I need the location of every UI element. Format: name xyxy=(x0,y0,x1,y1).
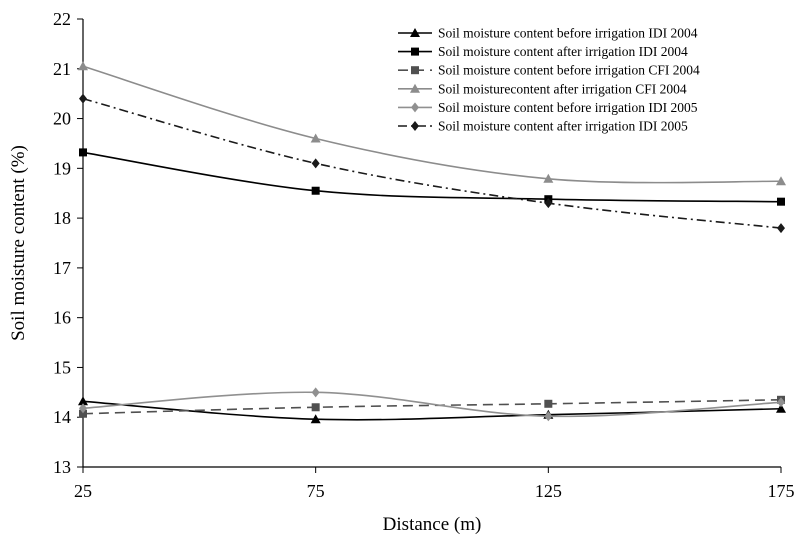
data-point xyxy=(311,387,320,398)
legend-label: Soil moisture content before irrigation … xyxy=(438,100,698,115)
data-point xyxy=(544,399,553,408)
legend-item: Soil moisture content after irrigation I… xyxy=(398,44,688,59)
x-tick-label: 175 xyxy=(768,481,795,501)
series-line xyxy=(82,65,782,184)
series-line xyxy=(82,151,782,203)
data-point xyxy=(78,61,88,71)
legend-label: Soil moisturecontent after irrigation CF… xyxy=(438,81,687,96)
data-point xyxy=(777,223,785,234)
data-point xyxy=(543,173,554,183)
legend-item: Soil moisture content after irrigation I… xyxy=(398,119,688,134)
data-point xyxy=(79,403,87,414)
y-tick-label: 16 xyxy=(53,308,71,328)
data-point xyxy=(310,133,321,143)
data-point xyxy=(79,409,87,418)
series-1 xyxy=(78,396,786,424)
data-point xyxy=(310,414,321,424)
data-point xyxy=(544,411,553,422)
data-point xyxy=(311,158,320,169)
series-line xyxy=(82,399,782,415)
legend-swatch-marker xyxy=(411,121,419,131)
data-point xyxy=(776,403,786,413)
x-axis-title: Distance (m) xyxy=(383,514,482,535)
y-tick-label: 14 xyxy=(53,407,71,427)
series-line xyxy=(82,97,782,229)
data-point xyxy=(777,397,785,408)
y-tick-label: 19 xyxy=(53,158,71,178)
data-point xyxy=(78,396,88,406)
legend-item: Soil moisture content before irrigation … xyxy=(398,26,698,41)
legend-swatch-marker xyxy=(410,28,420,37)
legend-label: Soil moisture content after irrigation I… xyxy=(438,44,688,59)
data-point xyxy=(776,176,786,186)
series-2 xyxy=(79,148,785,206)
series-5 xyxy=(79,387,785,422)
x-tick-label: 125 xyxy=(535,481,562,501)
data-point xyxy=(79,93,87,104)
series-line xyxy=(82,391,782,418)
legend-swatch-marker xyxy=(411,102,419,113)
series-6 xyxy=(79,93,785,234)
data-point xyxy=(311,186,320,195)
y-axis-title: Soil moisture content (%) xyxy=(8,145,29,341)
legend-label: Soil moisture content after irrigation I… xyxy=(438,119,688,134)
legend-item: Soil moisture content before irrigation … xyxy=(398,100,698,115)
x-tick-label: 75 xyxy=(307,481,325,501)
legend-swatch-marker xyxy=(411,47,419,56)
legend-swatch-marker xyxy=(411,66,419,75)
legend: Soil moisture content before irrigation … xyxy=(398,26,700,134)
series-layer xyxy=(78,61,786,424)
y-tick-label: 13 xyxy=(53,457,71,477)
data-point xyxy=(311,403,320,412)
legend-label: Soil moisture content before irrigation … xyxy=(438,26,698,41)
data-point xyxy=(79,148,87,157)
y-tick-label: 18 xyxy=(53,208,71,228)
y-tick-label: 17 xyxy=(53,258,71,278)
data-point xyxy=(777,197,785,206)
legend-swatch-marker xyxy=(410,83,420,93)
legend-item: Soil moisture content before irrigation … xyxy=(398,63,700,78)
y-tick-label: 15 xyxy=(53,357,71,377)
y-tick-label: 20 xyxy=(53,109,71,129)
data-point xyxy=(544,198,553,209)
legend-item: Soil moisturecontent after irrigation CF… xyxy=(398,81,687,96)
y-tick-label: 21 xyxy=(53,59,71,79)
legend-label: Soil moisture content before irrigation … xyxy=(438,63,700,78)
x-tick-label: 25 xyxy=(74,481,92,501)
y-tick-label: 22 xyxy=(53,9,71,29)
axes: 13 14 15 16 17 18 19 20 21 22 25 75 125 175 xyxy=(53,9,795,501)
series-4 xyxy=(78,61,786,186)
